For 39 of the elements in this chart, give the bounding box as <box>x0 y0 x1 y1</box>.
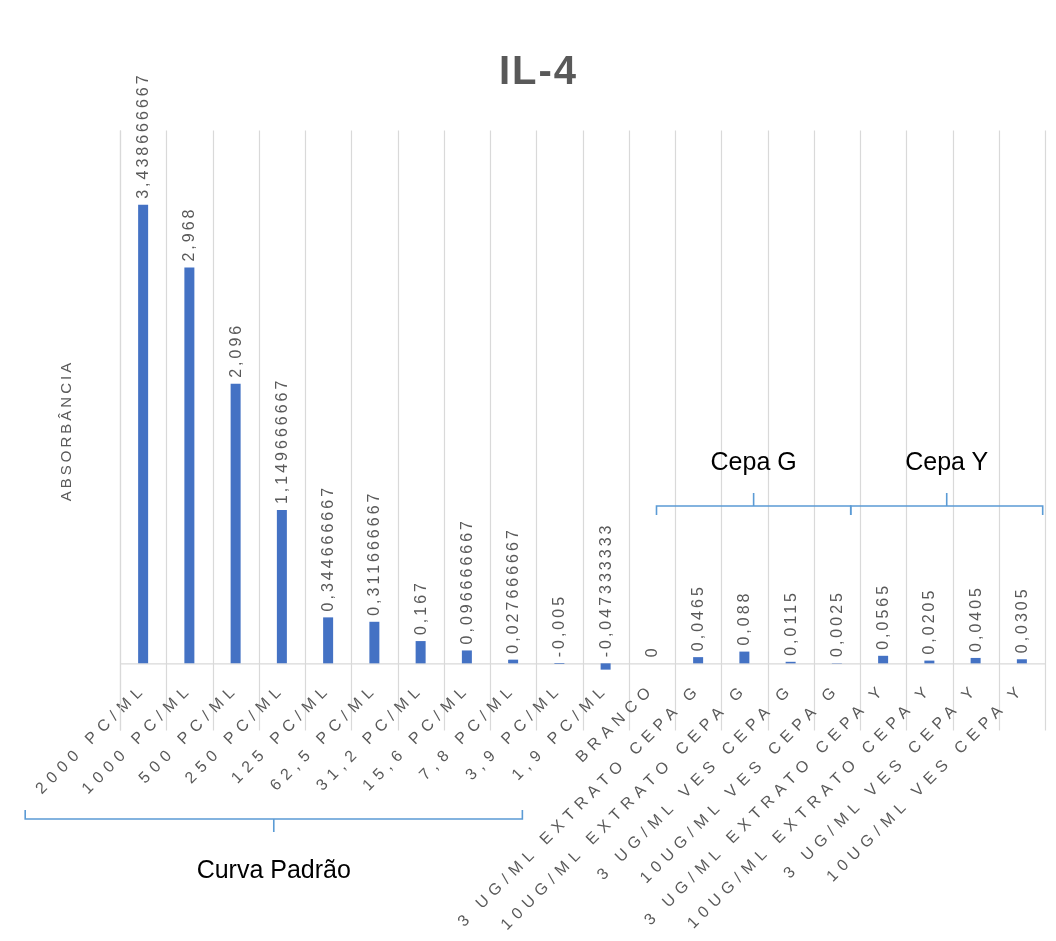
data-label: 0,0565 <box>874 582 892 650</box>
data-label: 0,027666667 <box>504 527 522 654</box>
data-label: 0,167 <box>411 580 429 636</box>
bar <box>230 383 241 664</box>
data-label: 0,096666667 <box>457 518 475 645</box>
data-label: -0,005 <box>550 593 568 658</box>
data-label: 0,0465 <box>689 584 707 652</box>
chart-title: IL-4 <box>498 48 579 93</box>
bar <box>1016 659 1027 664</box>
data-label: 0,311666667 <box>365 490 383 616</box>
bar <box>369 621 380 664</box>
text: Curva Padrão <box>196 855 351 883</box>
bar <box>461 650 472 664</box>
annotation: Cepa G <box>710 447 797 475</box>
data-label: -0,047333333 <box>596 522 614 658</box>
data-label: 0,0025 <box>827 590 845 657</box>
data-label: 0,0115 <box>781 590 799 656</box>
data-label: 1,149666667 <box>272 377 290 505</box>
data-label: 0,0405 <box>966 585 984 652</box>
data-label: 0,0205 <box>920 587 938 655</box>
bar <box>739 651 750 664</box>
bar <box>600 663 611 670</box>
bar <box>693 657 704 664</box>
bar <box>138 204 149 664</box>
bar <box>323 617 334 664</box>
data-label: 0 <box>642 645 660 658</box>
data-label: 0,088 <box>735 590 753 646</box>
bar <box>970 657 981 664</box>
data-label: 0,0305 <box>1012 586 1030 654</box>
data-label: 0,344666667 <box>319 484 337 612</box>
y-axis-title: ABSORBÂNCIA <box>56 359 74 502</box>
bar <box>184 267 195 664</box>
data-label: 2,968 <box>180 206 198 262</box>
bar <box>276 510 287 664</box>
bar <box>878 655 889 664</box>
bar <box>415 641 426 664</box>
annotation: Cepa Y <box>905 447 989 475</box>
data-label: 2,096 <box>226 322 244 378</box>
data-label: 3,438666667 <box>134 72 152 199</box>
